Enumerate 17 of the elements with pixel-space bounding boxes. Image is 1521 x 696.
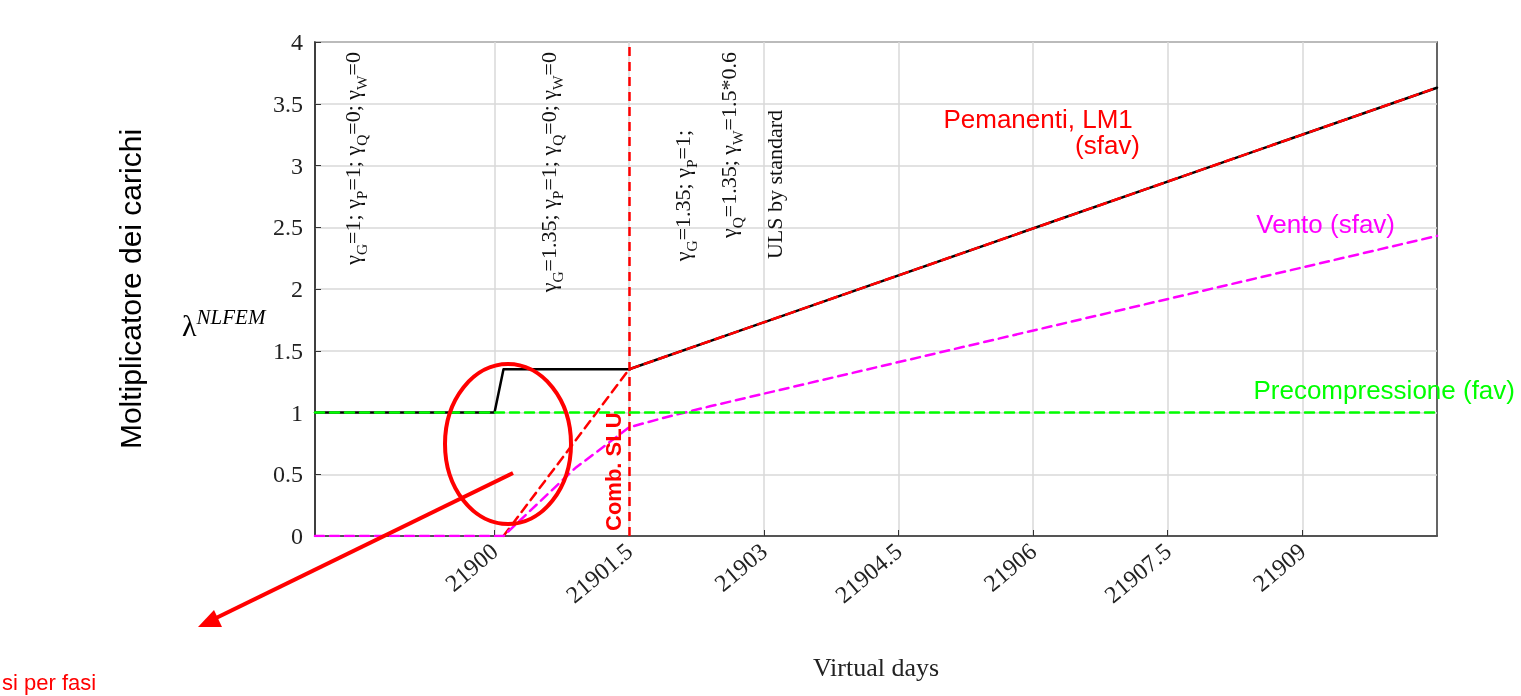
text: si per fasi xyxy=(2,670,97,695)
y-tick-label: 4 xyxy=(291,29,303,55)
y-tick-label: 3.5 xyxy=(273,90,303,117)
x-axis-title: Virtual days xyxy=(812,652,940,682)
y-axis-title: Moltiplicatore dei carichi xyxy=(113,128,147,450)
series-label: Pemanenti, LM1 (sfav) xyxy=(943,103,1140,160)
series-label: Vento (sfav) xyxy=(1256,208,1395,239)
y-tick-label: 2.5 xyxy=(273,214,303,241)
ref-line-label: Comb. SLU xyxy=(600,412,626,531)
text: λ$^{NLFEM}$ xyxy=(182,305,267,342)
y-tick-label: 1.5 xyxy=(273,337,303,364)
y-tick-label: 1 xyxy=(291,399,303,426)
y-tick-label: 3 xyxy=(291,152,303,179)
y-tick-label: 2 xyxy=(291,276,303,302)
y-tick-label: 0 xyxy=(291,523,303,549)
annotation: ULS by standard xyxy=(762,110,787,260)
y-tick-label: 0.5 xyxy=(273,461,303,488)
